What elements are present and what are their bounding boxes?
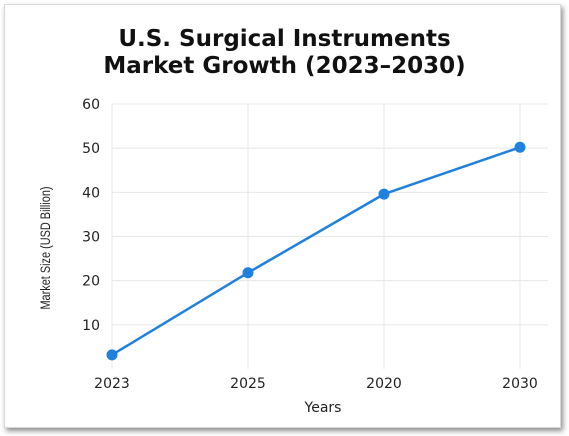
x-tick-label: 2023	[94, 376, 130, 392]
data-points	[106, 141, 526, 361]
chart-title-line-1: U.S. Surgical Instruments	[118, 26, 451, 52]
series-line	[111, 146, 521, 356]
x-axis-label: Years	[304, 400, 342, 416]
x-tick-label: 2025	[230, 376, 266, 392]
data-point-2030	[514, 141, 526, 153]
chart-title-line-2: Market Growth (2023–2030)	[103, 53, 466, 79]
y-tick-label: 30	[82, 230, 100, 246]
y-tick-label: 20	[82, 274, 100, 290]
x-tick-label: 2030	[502, 376, 538, 392]
y-tick-label: 60	[82, 97, 100, 113]
y-axis-label: Market Size (USD Billion)	[38, 186, 54, 309]
y-tick-label: 40	[82, 185, 100, 201]
gridlines	[111, 103, 548, 369]
y-tick-labels: 10 20 30 40 50 60	[82, 97, 100, 334]
data-point-2020	[378, 188, 390, 200]
y-tick-label: 50	[82, 141, 100, 157]
data-point-2025	[242, 267, 254, 279]
chart-frame	[4, 4, 561, 428]
x-tick-labels: 2023 2025 2020 2030	[94, 376, 538, 392]
y-tick-label: 10	[82, 318, 100, 334]
data-point-2023	[106, 349, 118, 361]
x-tick-label: 2020	[366, 376, 402, 392]
